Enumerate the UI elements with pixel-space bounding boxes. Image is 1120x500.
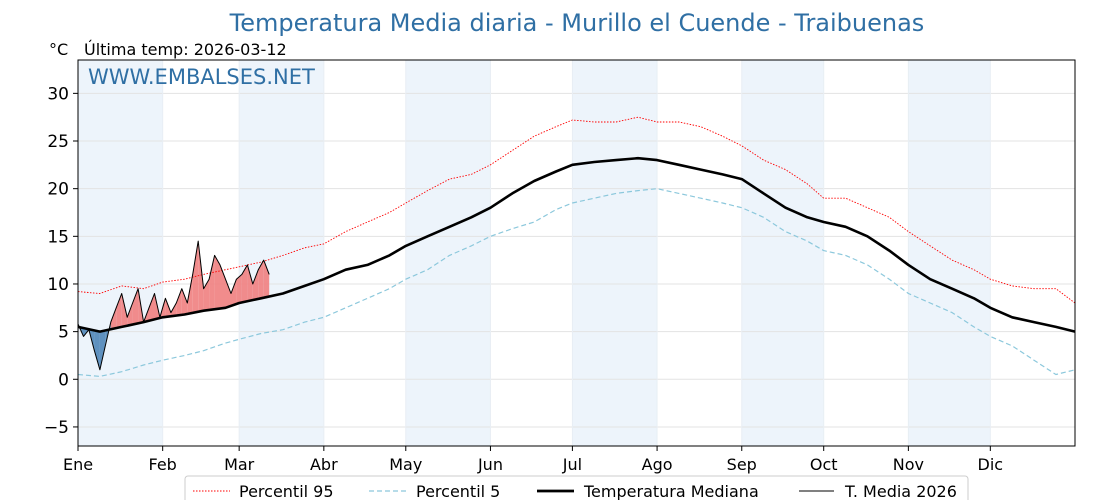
y-tick-label: 0 <box>58 370 69 390</box>
anomaly-fill-above <box>225 279 231 308</box>
month-band <box>572 60 658 446</box>
x-tick-label: Ago <box>642 455 673 474</box>
month-band <box>78 60 163 446</box>
x-tick-label: May <box>389 455 422 474</box>
y-tick-label: 20 <box>47 180 69 200</box>
anomaly-fill-above <box>176 288 182 316</box>
anomaly-fill-above <box>149 293 155 321</box>
anomaly-fill-above <box>247 264 253 302</box>
anomaly-fill-above <box>181 288 188 315</box>
legend-current: T. Media 2026 <box>799 482 957 500</box>
anomaly-fill-above <box>236 274 242 304</box>
legend-p95-label: Percentil 95 <box>239 482 334 500</box>
month-band <box>741 60 824 446</box>
y-tick-label: 25 <box>47 132 69 152</box>
anomaly-fill-above <box>263 260 270 298</box>
anomaly-fill-below <box>99 330 106 370</box>
x-tick-label: Mar <box>224 455 255 474</box>
legend-median-label: Temperatura Mediana <box>583 482 759 500</box>
plot-frame <box>77 59 1076 447</box>
anomaly-fill-above <box>116 293 122 329</box>
y-tick-label: 5 <box>58 323 69 343</box>
legend-p5-label: Percentil 5 <box>416 482 500 500</box>
month-bands <box>78 60 991 446</box>
watermark: WWW.EMBALSES.NET <box>88 65 315 89</box>
x-tick-label: Nov <box>893 455 924 474</box>
series-current-line <box>77 240 270 371</box>
series-p95-line <box>77 116 1076 304</box>
anomaly-fill-below <box>94 330 100 370</box>
anomaly-fill-above <box>241 264 248 303</box>
unit-label: °C <box>49 40 68 59</box>
series-median-line <box>77 156 1076 333</box>
anomaly-fill-above <box>198 241 204 312</box>
x-tick-label: Abr <box>310 455 338 474</box>
anomaly-fill-above <box>132 288 139 325</box>
month-band <box>908 60 991 446</box>
y-tick-label: 30 <box>47 84 69 104</box>
y-tick-label: 10 <box>47 275 69 295</box>
anomaly-fill-above <box>258 260 264 299</box>
anomaly-fill-above <box>121 293 128 327</box>
anomaly-fill-above <box>214 255 220 310</box>
legend-box <box>184 475 969 500</box>
x-tick-label: Jun <box>477 455 503 474</box>
grid-lines <box>77 60 1075 446</box>
anomaly-fill-above <box>110 307 117 330</box>
anomaly-fill-above <box>192 241 199 313</box>
y-axis: 30 25 20 15 10 5 0 −5 <box>44 84 78 438</box>
anomaly-fill-above <box>209 255 215 310</box>
x-tick-label: Sep <box>727 455 757 474</box>
x-tick-label: Jul <box>562 455 582 474</box>
legend-median: Temperatura Mediana <box>537 482 759 500</box>
x-tick-label: Ene <box>63 455 93 474</box>
month-band <box>405 60 491 446</box>
anomaly-fill-above <box>252 269 259 301</box>
series-p5-line <box>77 188 1076 377</box>
last-temp-label: Última temp: 2026-03-12 <box>84 40 287 59</box>
legend-current-label: T. Media 2026 <box>844 482 957 500</box>
anomaly-fill-above <box>231 279 237 306</box>
legend: Percentil 95 Percentil 5 Temperatura Med… <box>184 475 969 500</box>
x-tick-label: Dic <box>978 455 1004 474</box>
month-band <box>239 60 324 446</box>
chart-title: Temperatura Media diaria - Murillo el Cu… <box>229 9 925 37</box>
legend-p95: Percentil 95 <box>193 482 334 500</box>
legend-p5: Percentil 5 <box>369 482 500 500</box>
series-lines <box>77 116 1076 377</box>
anomaly-fill-above <box>127 303 133 326</box>
x-tick-label: Oct <box>810 455 838 474</box>
anomaly-fill-above <box>187 274 193 314</box>
y-tick-label: 15 <box>47 227 69 247</box>
y-tick-label: −5 <box>44 418 69 438</box>
x-tick-label: Feb <box>149 455 177 474</box>
x-axis: Ene Feb Mar Abr May Jun Jul Ago Sep Oct Nov Dic <box>63 446 1003 474</box>
